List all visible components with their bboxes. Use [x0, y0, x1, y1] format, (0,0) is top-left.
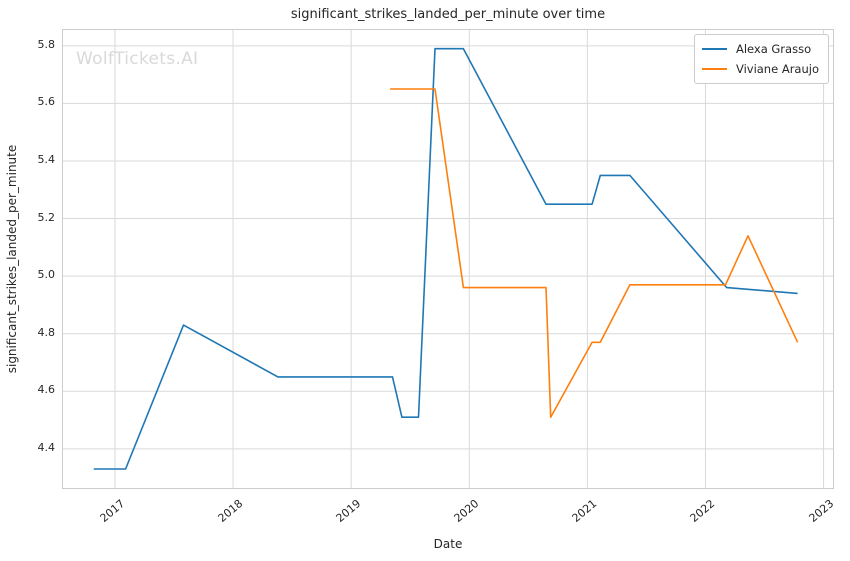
- y-tick-label: 4.6: [37, 383, 56, 397]
- plot-area: WolfTickets.AI Alexa Grasso Viviane Arauj…: [62, 29, 834, 489]
- legend-line-sample: [701, 68, 727, 70]
- legend-label: Viviane Araujo: [735, 62, 819, 76]
- legend-entry: Alexa Grasso: [701, 39, 819, 59]
- legend-label: Alexa Grasso: [735, 42, 812, 56]
- y-axis-title: significant_strikes_landed_per_minute: [5, 144, 19, 374]
- y-tick-label: 5.0: [37, 268, 56, 282]
- plot-canvas: [63, 30, 833, 488]
- chart-title: significant_strikes_landed_per_minute ov…: [290, 7, 606, 22]
- legend: Alexa Grasso Viviane Araujo: [693, 34, 829, 84]
- y-tick-label: 5.2: [37, 210, 56, 224]
- series-line-viviane-araujo: [390, 88, 799, 419]
- y-tick-label: 5.6: [37, 95, 56, 109]
- watermark: WolfTickets.AI: [76, 49, 199, 69]
- y-tick-label: 5.8: [37, 37, 56, 51]
- y-tick-label: 4.4: [37, 440, 56, 454]
- x-axis-title: Date: [433, 537, 463, 551]
- y-tick-label: 5.4: [37, 152, 56, 166]
- series-line-alexa-grasso: [93, 47, 798, 470]
- legend-line-sample: [701, 48, 727, 50]
- y-tick-label: 4.8: [37, 325, 56, 339]
- legend-entry: Viviane Araujo: [701, 59, 819, 79]
